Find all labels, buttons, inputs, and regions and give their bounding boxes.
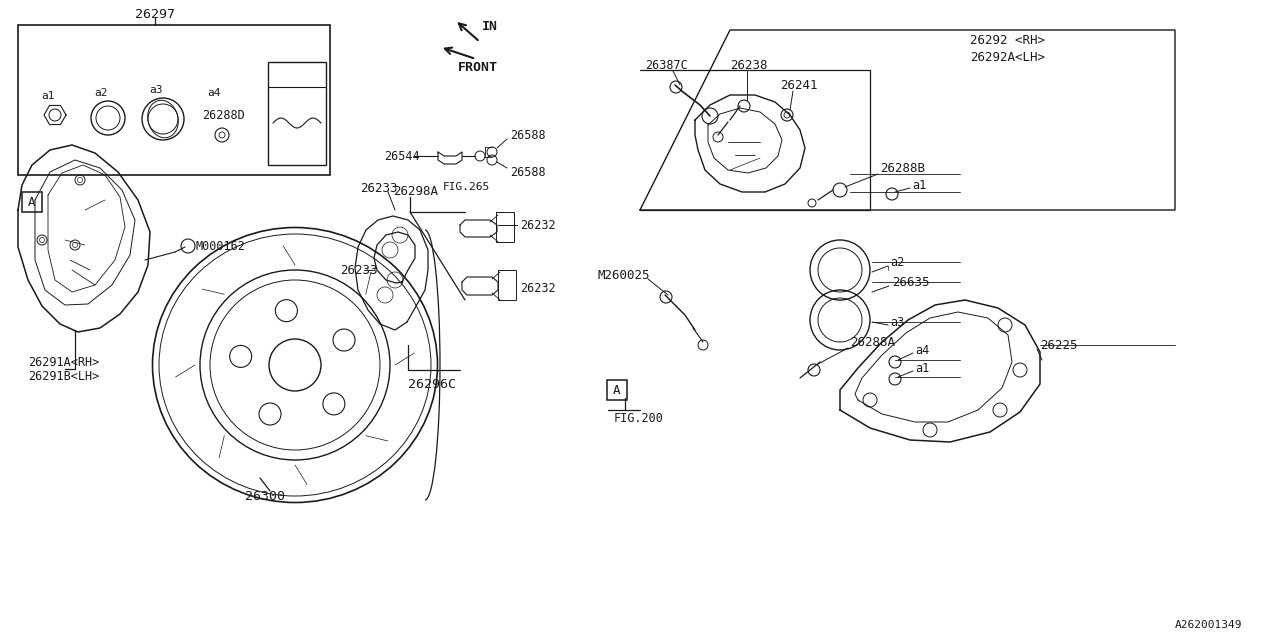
Text: 26288D: 26288D: [202, 109, 244, 122]
Text: 26225: 26225: [1039, 339, 1078, 351]
Text: a4: a4: [207, 88, 220, 98]
Text: 26544: 26544: [384, 150, 420, 163]
Text: 26291A<RH>: 26291A<RH>: [28, 355, 100, 369]
Text: a3: a3: [150, 85, 163, 95]
Text: a2: a2: [95, 88, 108, 98]
Text: 26297: 26297: [134, 8, 175, 20]
Text: 26232: 26232: [520, 218, 556, 232]
Bar: [22, 192, 42, 212]
Text: FIG.265: FIG.265: [443, 182, 490, 192]
Text: A: A: [28, 195, 36, 209]
Text: 26296C: 26296C: [408, 378, 456, 392]
Text: a1: a1: [915, 362, 929, 374]
Text: 26232: 26232: [520, 282, 556, 294]
Bar: [18, 25, 330, 175]
Text: A: A: [613, 383, 621, 397]
Text: 26241: 26241: [780, 79, 818, 92]
Text: A262001349: A262001349: [1175, 620, 1242, 630]
Text: 26291B<LH>: 26291B<LH>: [28, 369, 100, 383]
Text: FRONT: FRONT: [458, 61, 498, 74]
Text: M000162: M000162: [195, 239, 244, 253]
Text: a3: a3: [890, 316, 904, 328]
Text: 26635: 26635: [892, 275, 929, 289]
Bar: [268, 62, 326, 165]
Text: a4: a4: [915, 344, 929, 356]
Text: 26298A: 26298A: [393, 184, 438, 198]
Text: 26292 <RH>: 26292 <RH>: [970, 33, 1044, 47]
Text: a2: a2: [890, 255, 904, 269]
Bar: [497, 212, 515, 242]
Text: 26588: 26588: [509, 166, 545, 179]
Text: 26288B: 26288B: [881, 161, 925, 175]
Text: M260025: M260025: [596, 269, 649, 282]
Text: a1: a1: [41, 91, 55, 101]
Text: 26233: 26233: [360, 182, 398, 195]
Text: 26588: 26588: [509, 129, 545, 141]
Bar: [498, 270, 516, 300]
Bar: [607, 380, 627, 400]
Text: 26233: 26233: [340, 264, 378, 276]
Text: 26238: 26238: [730, 58, 768, 72]
Text: 26300: 26300: [244, 490, 285, 504]
Text: 26292A<LH>: 26292A<LH>: [970, 51, 1044, 63]
Text: 26288A: 26288A: [850, 335, 895, 349]
Text: IN: IN: [483, 19, 498, 33]
Text: a1: a1: [913, 179, 927, 191]
Text: FIG.200: FIG.200: [614, 413, 664, 426]
Text: 26387C: 26387C: [645, 58, 687, 72]
